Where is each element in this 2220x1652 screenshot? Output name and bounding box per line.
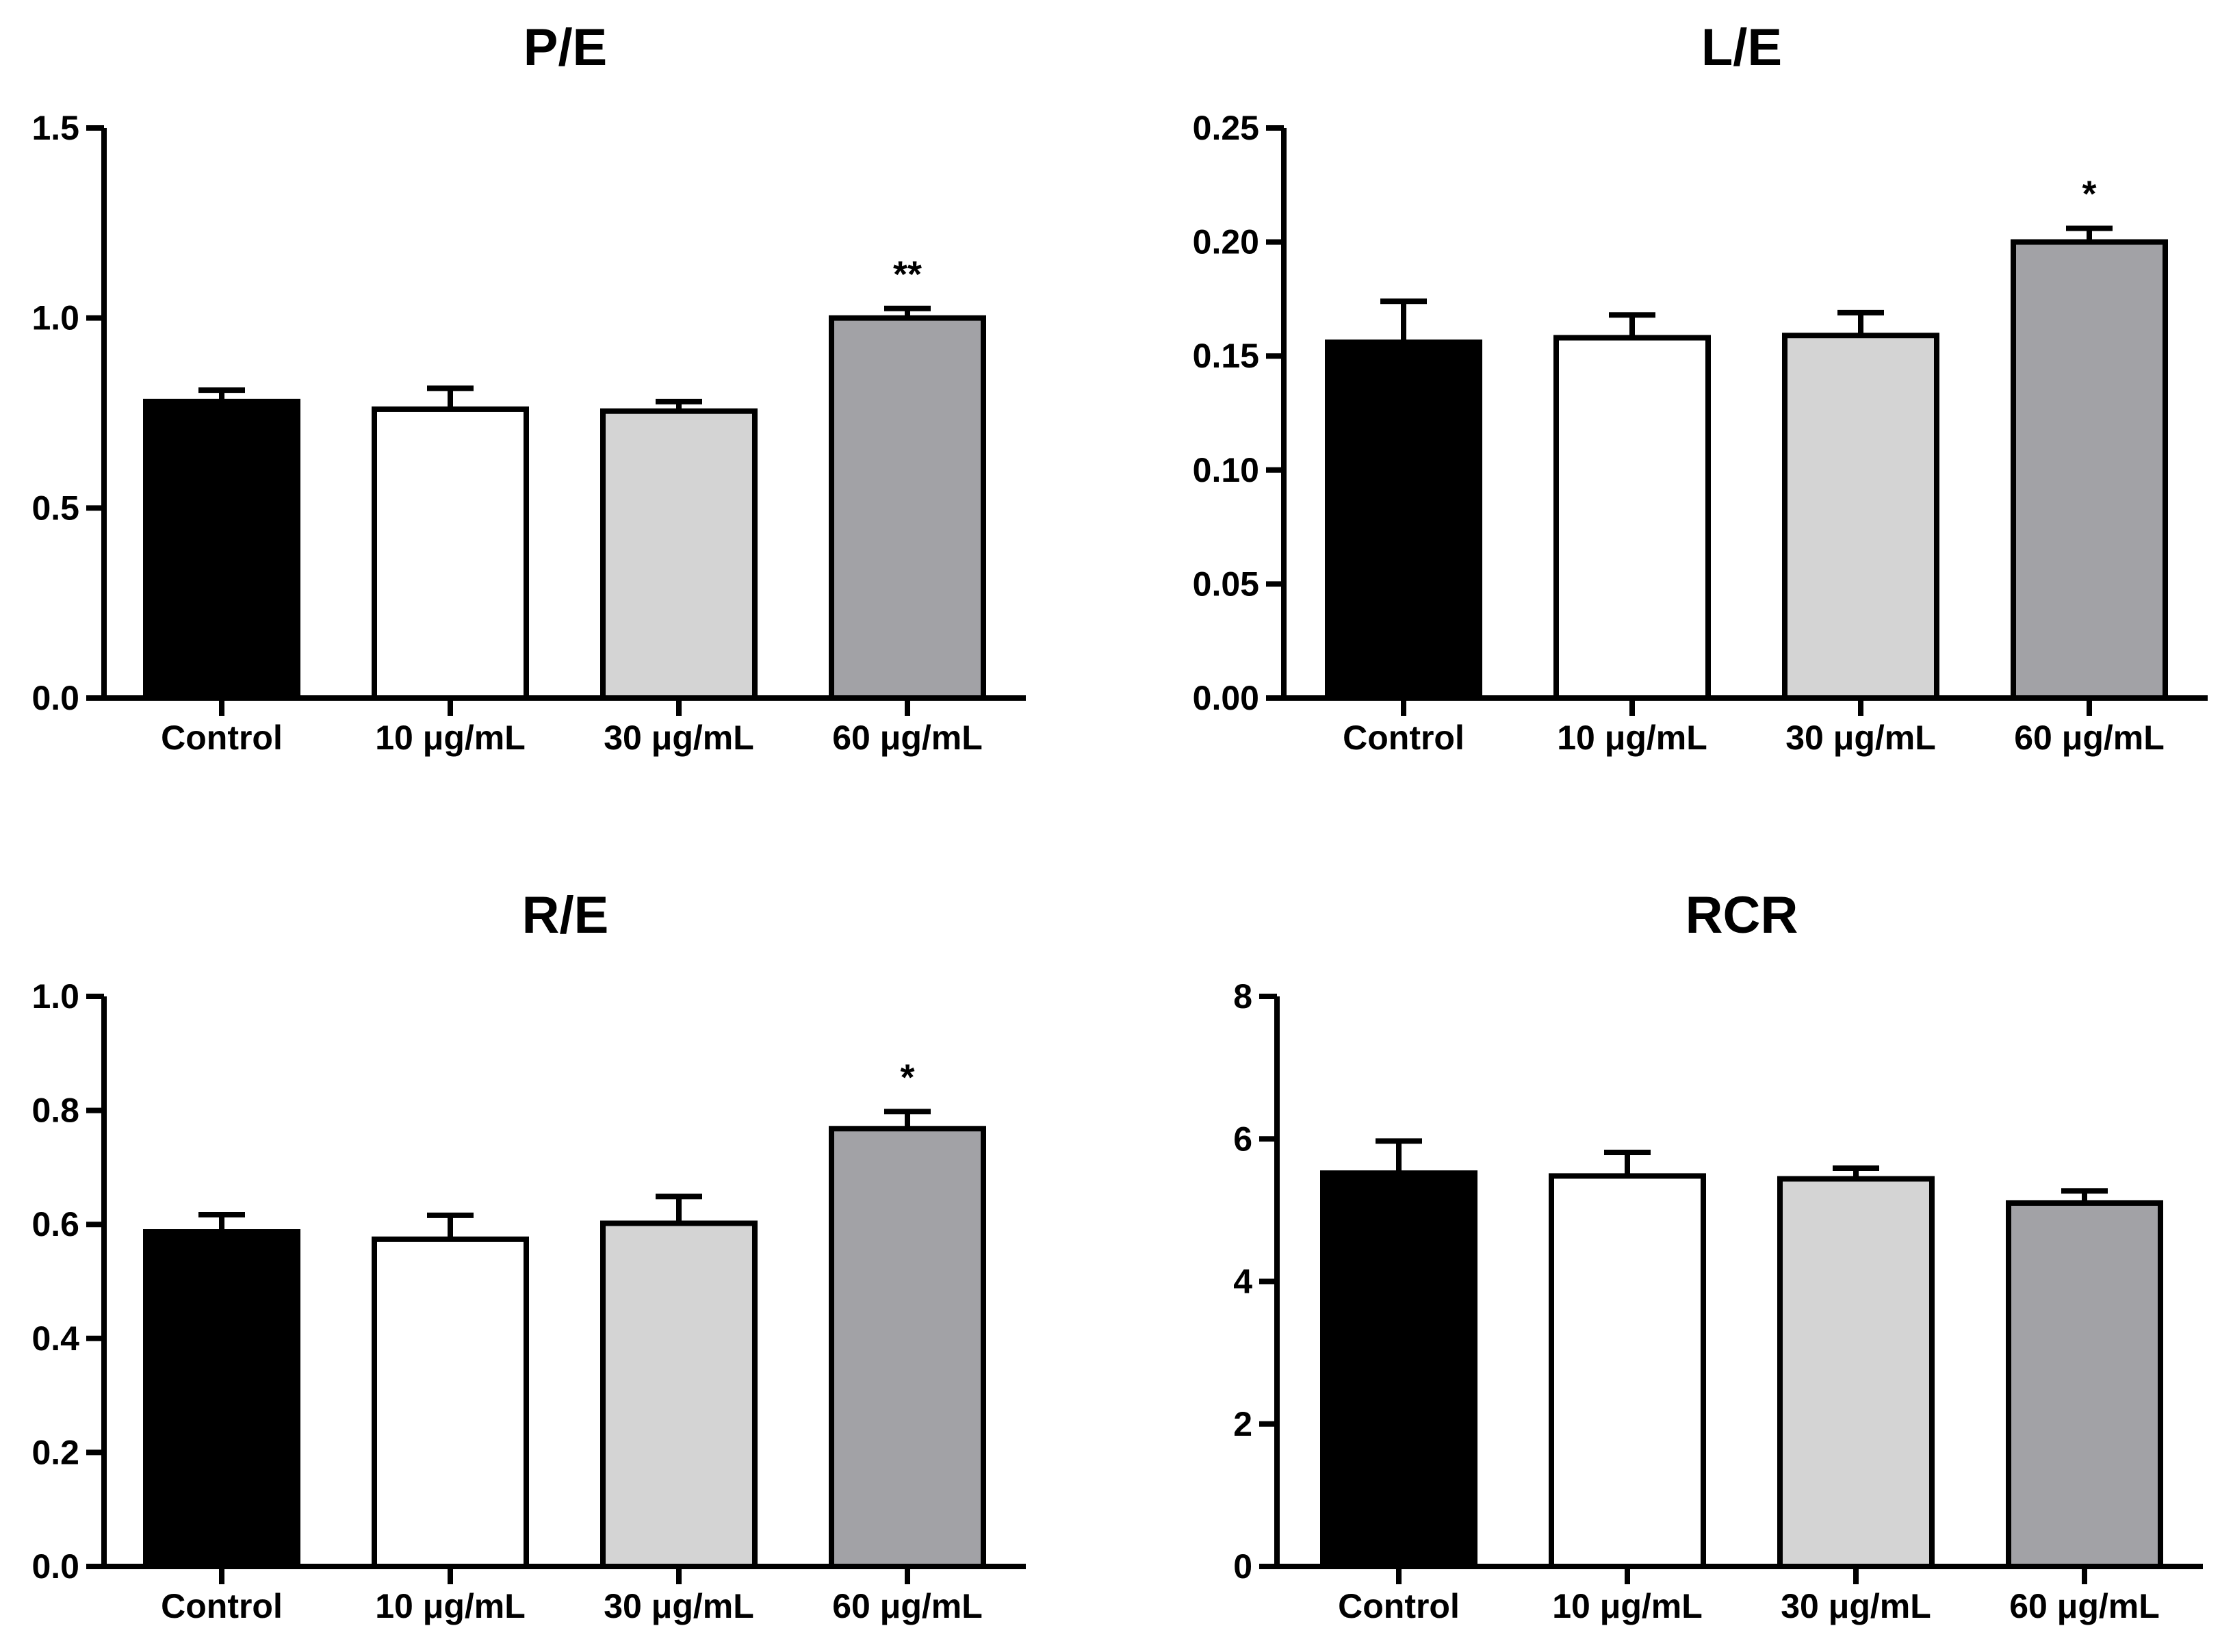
y-tick-label: 0.00 xyxy=(1193,679,1259,717)
chart-panel-rcr: RCR 0 2 4 6 8 Control 10 μg/mL 30 μg/mL 60 μg/mL xyxy=(1233,886,2203,1625)
bar-10-g-ml xyxy=(1549,1173,1706,1569)
bar-10-g-ml xyxy=(1553,335,1711,701)
y-tick-label: 0.4 xyxy=(31,1319,79,1358)
bar-control xyxy=(143,1229,300,1570)
y-tick-label: 1.0 xyxy=(31,977,79,1016)
y-tick-label: 0.2 xyxy=(31,1433,79,1471)
x-tick-label-60-g-ml: 60 μg/mL xyxy=(832,1587,983,1625)
y-tick-label: 0.05 xyxy=(1193,565,1259,603)
x-tick-label-30-g-ml: 30 μg/mL xyxy=(604,719,754,757)
y-tick-label: 0.5 xyxy=(31,489,79,527)
bar-60-g-ml xyxy=(829,315,986,701)
chart-panel-le: L/E 0.00 0.05 0.10 0.15 0.20 0.25 Control 10 μg/… xyxy=(1193,18,2208,757)
x-tick-label-30-g-ml: 30 μg/mL xyxy=(1781,1587,1931,1625)
chart-title: P/E xyxy=(524,18,608,77)
x-tick-label-30-g-ml: 30 μg/mL xyxy=(604,1587,754,1625)
chart-title: L/E xyxy=(1701,18,1782,77)
y-tick-label: 1.0 xyxy=(31,299,79,337)
chart-title: RCR xyxy=(1686,886,1798,944)
x-tick-label-10-g-ml: 10 μg/mL xyxy=(375,1587,526,1625)
y-tick-label: 0.6 xyxy=(31,1205,79,1243)
x-tick-label-control: Control xyxy=(161,719,283,757)
significance-marker: * xyxy=(900,1057,914,1098)
bar-control xyxy=(1320,1170,1477,1569)
y-tick-label: 0.20 xyxy=(1193,223,1259,261)
bar-30-g-ml xyxy=(600,1220,758,1570)
bar-60-g-ml xyxy=(2011,239,2168,701)
x-tick-label-60-g-ml: 60 μg/mL xyxy=(832,719,983,757)
bar-60-g-ml xyxy=(829,1126,986,1569)
x-tick-label-30-g-ml: 30 μg/mL xyxy=(1785,719,1936,757)
x-tick-label-10-g-ml: 10 μg/mL xyxy=(375,719,526,757)
x-tick-label-control: Control xyxy=(1343,719,1464,757)
bar-10-g-ml xyxy=(372,406,529,701)
y-tick-label: 2 xyxy=(1233,1405,1252,1443)
chart-title: R/E xyxy=(522,886,609,944)
chart-panel-re: R/E 0.0 0.2 0.4 0.6 0.8 1.0 Control 10 μg/mL 30 μ… xyxy=(31,886,1026,1625)
bar-control xyxy=(143,398,300,701)
y-tick-label: 1.5 xyxy=(31,109,79,147)
y-tick-label: 8 xyxy=(1233,977,1252,1016)
y-tick-label: 0.8 xyxy=(31,1092,79,1130)
significance-marker: * xyxy=(2082,174,2096,215)
chart-panel-pe: P/E 0.0 0.5 1.0 1.5 Control 10 μg/mL 30 μg/mL 60… xyxy=(31,18,1026,757)
bar-control xyxy=(1325,339,1482,701)
x-tick-label-control: Control xyxy=(1338,1587,1460,1625)
y-tick-label: 0.25 xyxy=(1193,109,1259,147)
bar-30-g-ml xyxy=(1777,1176,1935,1570)
y-tick-label: 0.10 xyxy=(1193,451,1259,489)
x-tick-label-60-g-ml: 60 μg/mL xyxy=(2014,719,2165,757)
y-tick-label: 0.0 xyxy=(31,1547,79,1586)
bar-30-g-ml xyxy=(1782,333,1939,701)
bar-10-g-ml xyxy=(372,1236,529,1570)
y-tick-label: 0.0 xyxy=(31,679,79,717)
x-tick-label-10-g-ml: 10 μg/mL xyxy=(1552,1587,1703,1625)
y-tick-label: 0.15 xyxy=(1193,337,1259,375)
y-tick-label: 0 xyxy=(1233,1547,1252,1586)
bar-60-g-ml xyxy=(2006,1200,2163,1569)
bar-30-g-ml xyxy=(600,408,758,701)
y-tick-label: 4 xyxy=(1233,1263,1252,1301)
x-tick-label-control: Control xyxy=(161,1587,283,1625)
y-tick-label: 6 xyxy=(1233,1120,1252,1158)
significance-marker: ** xyxy=(893,254,922,295)
x-tick-label-10-g-ml: 10 μg/mL xyxy=(1557,719,1707,757)
x-tick-label-60-g-ml: 60 μg/mL xyxy=(2009,1587,2160,1625)
